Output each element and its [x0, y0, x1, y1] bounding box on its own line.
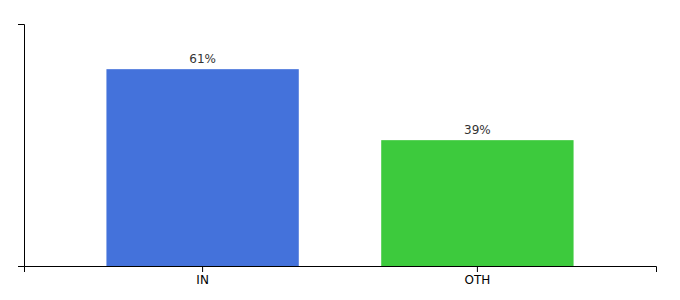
x-axis-line — [25, 267, 657, 273]
x-tick-label: IN — [196, 273, 209, 287]
bar — [381, 140, 573, 266]
chart-container: IN OTH 61% 39% — [0, 0, 680, 300]
x-axis: IN OTH — [25, 266, 657, 287]
x-tick: IN — [196, 266, 209, 287]
chart-svg: IN OTH 61% 39% — [0, 0, 680, 300]
x-tick-label: OTH — [464, 273, 490, 287]
data-labels: 61% 39% — [189, 52, 490, 137]
x-tick-mark — [202, 266, 203, 272]
bar — [106, 69, 298, 266]
y-axis — [18, 25, 25, 267]
x-tick: OTH — [464, 266, 490, 287]
bars — [106, 69, 573, 266]
x-tick-mark — [477, 266, 478, 272]
plot-area: IN OTH 61% 39% — [18, 25, 657, 287]
data-label: 61% — [189, 52, 216, 66]
data-label: 39% — [464, 123, 491, 137]
y-axis-line — [18, 25, 25, 267]
